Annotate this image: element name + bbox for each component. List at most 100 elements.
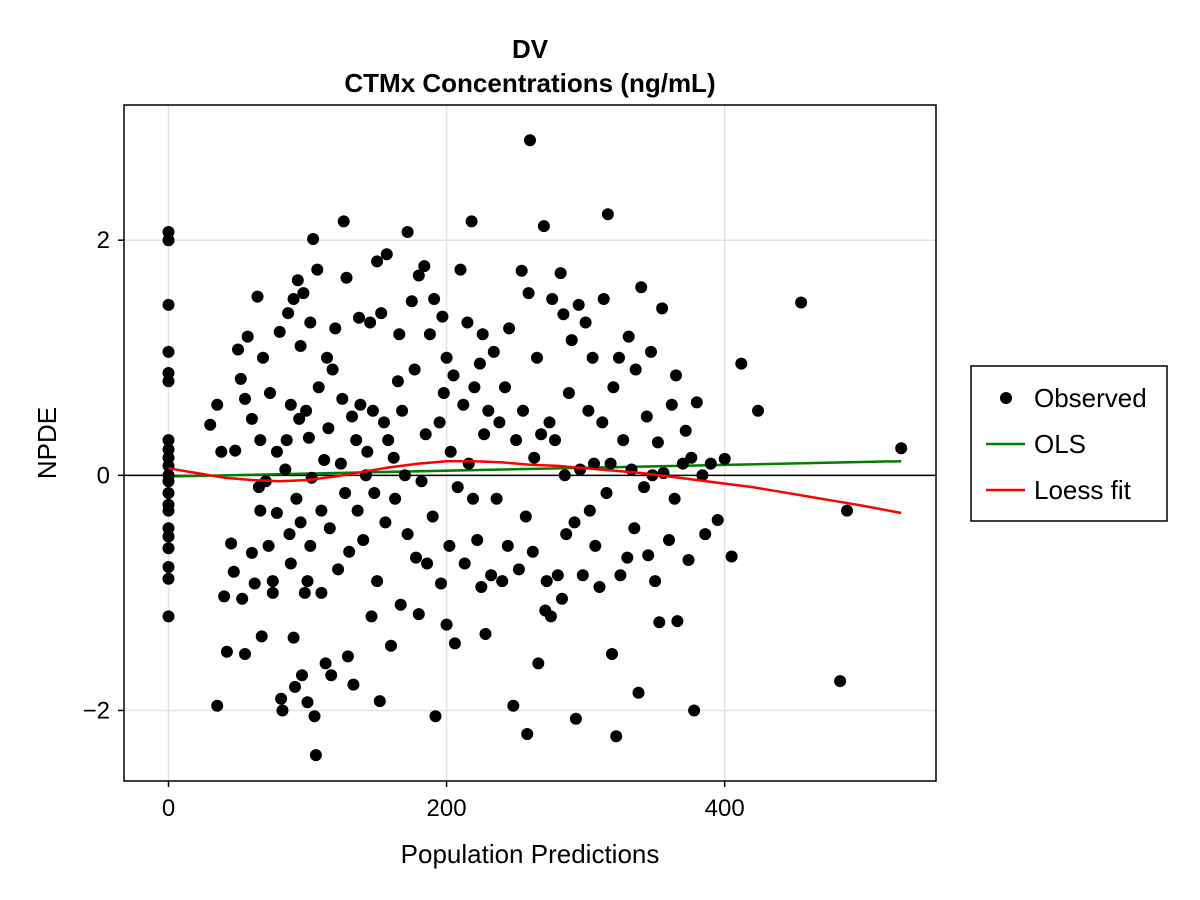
observed-point-66 <box>293 412 306 425</box>
observed-point-163 <box>467 492 479 505</box>
observed-point-222 <box>597 293 610 305</box>
observed-point-191 <box>531 351 543 364</box>
observed-point-27 <box>225 537 238 550</box>
x-axis-ticks: 0 200 400 <box>162 781 745 822</box>
observed-point-235 <box>628 522 641 535</box>
observed-point-99 <box>340 271 353 284</box>
observed-point-16 <box>162 530 175 543</box>
observed-point-129 <box>396 404 409 417</box>
observed-point-20 <box>162 610 175 623</box>
observed-point-12 <box>162 487 175 499</box>
observed-point-236 <box>629 363 642 376</box>
x-tick-label-1: 200 <box>427 795 467 822</box>
observed-point-17 <box>162 542 175 555</box>
observed-point-247 <box>656 302 669 315</box>
observed-point-83 <box>312 381 325 394</box>
observed-point-143 <box>426 510 439 523</box>
observed-point-151 <box>440 351 453 364</box>
y-axis-ticks: −2 0 2 <box>83 227 124 724</box>
observed-point-253 <box>671 615 684 628</box>
observed-point-4 <box>162 367 175 379</box>
observed-point-225 <box>604 457 617 470</box>
observed-point-256 <box>682 554 695 566</box>
observed-point-167 <box>475 581 488 593</box>
observed-point-252 <box>670 369 682 382</box>
observed-point-131 <box>401 226 414 238</box>
observed-point-71 <box>298 586 311 599</box>
observed-point-267 <box>752 404 764 417</box>
observed-point-207 <box>562 387 575 399</box>
observed-point-231 <box>617 434 630 447</box>
observed-point-135 <box>410 551 422 564</box>
observed-point-103 <box>347 678 360 691</box>
observed-point-2 <box>162 298 175 311</box>
observed-point-210 <box>569 712 582 725</box>
observed-point-146 <box>433 416 446 429</box>
observed-point-73 <box>301 575 314 588</box>
x-tick-label-2: 400 <box>705 795 745 822</box>
observed-point-217 <box>586 351 599 364</box>
observed-point-219 <box>589 539 602 552</box>
observed-point-114 <box>368 487 381 499</box>
observed-point-179 <box>503 322 516 335</box>
observed-point-110 <box>361 445 374 458</box>
observed-point-124 <box>387 451 400 464</box>
observed-point-128 <box>394 598 407 611</box>
observed-point-212 <box>574 463 587 476</box>
observed-point-260 <box>696 469 709 482</box>
observed-point-6 <box>162 434 175 447</box>
observed-point-118 <box>375 307 388 320</box>
observed-point-117 <box>373 695 386 708</box>
observed-point-216 <box>583 504 596 517</box>
observed-point-121 <box>380 248 393 261</box>
observed-point-250 <box>665 398 678 411</box>
observed-point-104 <box>350 434 363 447</box>
observed-point-108 <box>357 534 370 546</box>
observed-point-115 <box>371 255 384 268</box>
y-tick-label-1: 0 <box>97 462 110 489</box>
observed-point-65 <box>291 274 304 287</box>
observed-point-31 <box>234 372 247 385</box>
observed-point-228 <box>610 730 623 743</box>
observed-point-139 <box>418 260 431 273</box>
observed-point-0 <box>162 226 175 238</box>
observed-point-64 <box>290 492 303 505</box>
observed-point-142 <box>423 328 436 341</box>
observed-point-18 <box>162 561 175 573</box>
observed-point-198 <box>544 610 557 623</box>
observed-point-70 <box>297 287 310 300</box>
observed-point-156 <box>451 481 464 494</box>
observed-point-48 <box>266 575 279 588</box>
observed-point-7 <box>162 443 175 456</box>
observed-point-87 <box>319 657 332 670</box>
observed-point-189 <box>526 545 539 558</box>
observed-point-173 <box>487 345 500 358</box>
loess-layer <box>168 459 902 515</box>
observed-point-226 <box>606 648 618 660</box>
observed-point-265 <box>725 550 738 563</box>
observed-point-1 <box>162 234 175 247</box>
observed-point-36 <box>245 546 258 559</box>
observed-point-209 <box>568 516 581 529</box>
observed-point-122 <box>382 434 395 447</box>
observed-point-178 <box>501 539 514 552</box>
observed-point-140 <box>419 428 432 441</box>
observed-point-75 <box>302 431 315 444</box>
observed-point-125 <box>389 492 402 505</box>
observed-point-264 <box>718 452 731 465</box>
ols-layer <box>168 459 902 478</box>
observed-points <box>162 134 908 762</box>
observed-point-90 <box>323 522 336 535</box>
observed-point-153 <box>444 445 457 458</box>
observed-point-113 <box>366 404 379 417</box>
observed-point-147 <box>435 577 447 590</box>
observed-point-180 <box>507 699 520 712</box>
observed-point-74 <box>301 696 314 709</box>
observed-point-54 <box>276 704 289 717</box>
observed-point-251 <box>668 492 681 505</box>
observed-point-69 <box>296 669 308 682</box>
observed-point-26 <box>220 645 233 658</box>
observed-point-258 <box>688 704 701 717</box>
observed-point-88 <box>321 351 333 364</box>
